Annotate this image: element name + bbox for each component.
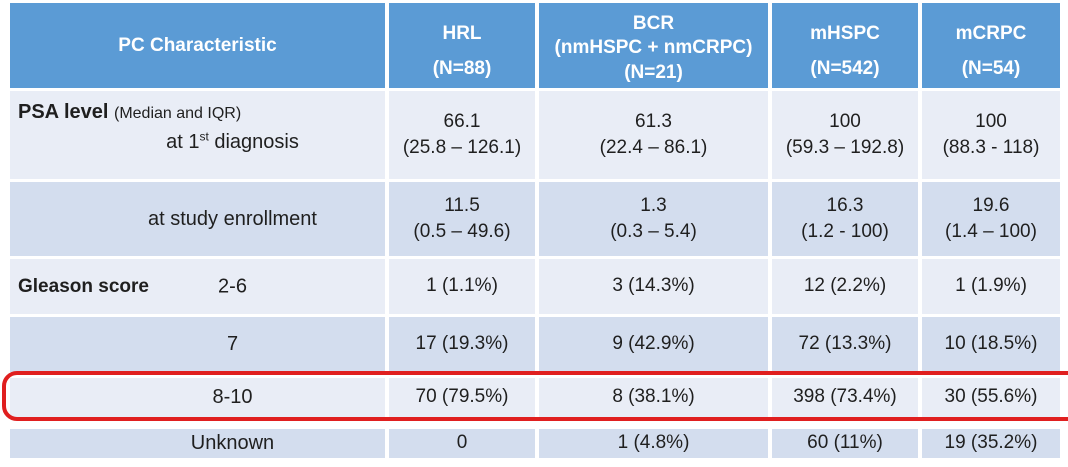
cell-psa-enroll-mcrpc: 19.6 (1.4 – 100) — [922, 182, 1060, 256]
gleason-score-label: Gleason score — [18, 275, 149, 297]
cell-gleason26-mcrpc: 1 (1.9%) — [922, 259, 1060, 314]
cell-gleason7-hrl: 17 (19.3%) — [389, 317, 535, 372]
median-iqr-note: (Median and IQR) — [113, 105, 242, 122]
row-label-gleason-8-10: 8-10 — [10, 378, 385, 417]
cell-gleason7-mhspc: 72 (13.3%) — [772, 317, 918, 372]
header-pc-characteristic: PC Characteristic — [10, 3, 385, 88]
table-row-gleason-2-6: Gleason score 2-6 1 (1.1%) 3 (14.3%) 12 … — [10, 259, 1060, 314]
header-col-bcr: BCR (nmHSPC + nmCRPC) (N=21) — [539, 3, 768, 88]
cell-gleason810-mcrpc: 30 (55.6%) — [922, 378, 1060, 417]
cell-gleason7-bcr: 9 (42.9%) — [539, 317, 768, 372]
cell-gleason810-mhspc: 398 (73.4%) — [772, 378, 918, 417]
at-first-diagnosis-label: at 1st diagnosis — [166, 129, 299, 153]
table-row-psa-enrollment: at study enrollment 11.5 (0.5 – 49.6) 1.3… — [10, 182, 1060, 256]
col-n-count: (N=88) — [432, 57, 492, 79]
cell-gleason810-bcr: 8 (38.1%) — [539, 378, 768, 417]
row-label-gleason-2-6: Gleason score 2-6 — [10, 259, 385, 314]
cell-psa-enroll-bcr: 1.3 (0.3 – 5.4) — [539, 182, 768, 256]
table-row-gleason-7: 7 17 (19.3%) 9 (42.9%) 72 (13.3%) 10 (18… — [10, 317, 1060, 372]
pc-characteristics-table: PC Characteristic HRL (N=88) BCR (nmHSPC… — [10, 3, 1060, 458]
cell-psa-dx-bcr: 61.3 (22.4 – 86.1) — [539, 91, 768, 179]
cell-psa-enroll-hrl: 11.5 (0.5 – 49.6) — [389, 182, 535, 256]
table-row-gleason-unknown: Unknown 0 1 (4.8%) 60 (11%) 19 (35.2%) — [10, 429, 1060, 458]
row-label-unknown: Unknown — [10, 429, 385, 458]
table-row-psa-diagnosis: PSA level (Median and IQR) at 1st diagno… — [10, 91, 1060, 179]
col-n-count: (N=54) — [961, 57, 1021, 79]
header-col-mhspc: mHSPC (N=542) — [772, 3, 918, 88]
table-header-row: PC Characteristic HRL (N=88) BCR (nmHSPC… — [10, 3, 1060, 88]
cell-unknown-mhspc: 60 (11%) — [772, 429, 918, 458]
cell-psa-dx-mhspc: 100 (59.3 – 192.8) — [772, 91, 918, 179]
col-n-count: (N=21) — [624, 61, 683, 83]
table-row-gleason-8-10: 8-10 70 (79.5%) 8 (38.1%) 398 (73.4%) 30… — [10, 378, 1060, 417]
cell-gleason7-mcrpc: 10 (18.5%) — [922, 317, 1060, 372]
row-label-gleason-7: 7 — [10, 317, 385, 372]
cell-gleason26-mhspc: 12 (2.2%) — [772, 259, 918, 314]
header-col-mcrpc: mCRPC (N=54) — [922, 3, 1060, 88]
cell-unknown-mcrpc: 19 (35.2%) — [922, 429, 1060, 458]
cell-gleason26-bcr: 3 (14.3%) — [539, 259, 768, 314]
cell-gleason810-hrl: 70 (79.5%) — [389, 378, 535, 417]
col-subname: (nmHSPC + nmCRPC) — [554, 37, 753, 59]
psa-level-label: PSA level — [18, 101, 109, 123]
col-name: mCRPC — [955, 23, 1027, 45]
cell-gleason26-hrl: 1 (1.1%) — [389, 259, 535, 314]
cell-unknown-hrl: 0 — [389, 429, 535, 458]
col-name: HRL — [442, 23, 482, 45]
cell-psa-dx-mcrpc: 100 (88.3 - 118) — [922, 91, 1060, 179]
gleason-range-label: 2-6 — [218, 275, 247, 297]
col-name: BCR — [632, 13, 675, 34]
col-name: mHSPC — [810, 23, 880, 45]
row-label-psa-level: PSA level (Median and IQR) at 1st diagno… — [10, 91, 385, 179]
cell-unknown-bcr: 1 (4.8%) — [539, 429, 768, 458]
col-n-count: (N=542) — [810, 57, 880, 79]
cell-psa-dx-hrl: 66.1 (25.8 – 126.1) — [389, 91, 535, 179]
cell-psa-enroll-mhspc: 16.3 (1.2 - 100) — [772, 182, 918, 256]
row-label-study-enrollment: at study enrollment — [10, 182, 385, 256]
header-col-hrl: HRL (N=88) — [389, 3, 535, 88]
header-title: PC Characteristic — [118, 35, 277, 57]
